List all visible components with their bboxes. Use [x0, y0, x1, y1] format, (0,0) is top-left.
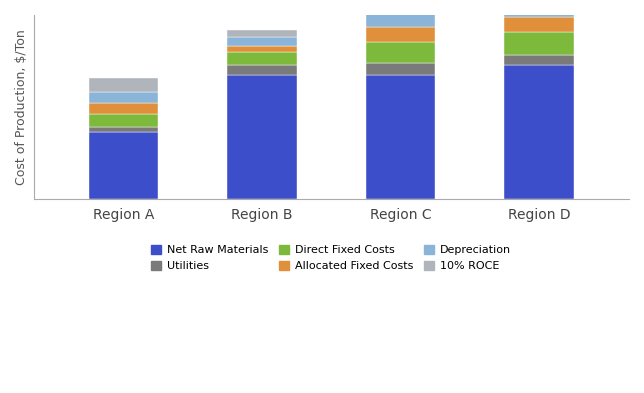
Bar: [366, 75, 435, 198]
Bar: [504, 55, 574, 65]
Bar: [504, 0, 574, 4]
Bar: [504, 4, 574, 17]
Bar: [504, 17, 574, 32]
Y-axis label: Cost of Production, $/Ton: Cost of Production, $/Ton: [15, 29, 28, 185]
Bar: [504, 32, 574, 55]
Bar: [227, 75, 297, 198]
Bar: [89, 132, 158, 198]
Bar: [227, 65, 297, 75]
Bar: [366, 0, 435, 13]
Bar: [227, 37, 297, 46]
Bar: [89, 114, 158, 127]
Bar: [89, 79, 158, 92]
Bar: [227, 52, 297, 65]
Bar: [504, 65, 574, 198]
Bar: [366, 63, 435, 75]
Bar: [366, 42, 435, 63]
Bar: [89, 103, 158, 114]
Legend: Net Raw Materials, Utilities, Direct Fixed Costs, Allocated Fixed Costs, Depreci: Net Raw Materials, Utilities, Direct Fix…: [147, 241, 516, 275]
Bar: [227, 30, 297, 37]
Bar: [366, 27, 435, 42]
Bar: [366, 13, 435, 27]
Bar: [89, 127, 158, 132]
Bar: [227, 46, 297, 52]
Bar: [89, 92, 158, 103]
